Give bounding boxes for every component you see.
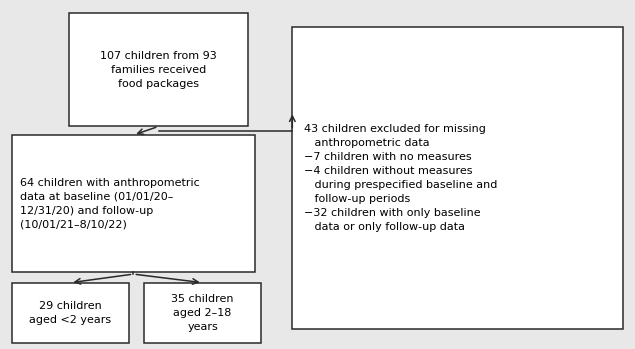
Text: 35 children
aged 2–18
years: 35 children aged 2–18 years — [171, 294, 234, 332]
Text: 64 children with anthropometric
data at baseline (01/01/20–
12/31/20) and follow: 64 children with anthropometric data at … — [20, 178, 199, 230]
Text: 43 children excluded for missing
   anthropometric data
−7 children with no meas: 43 children excluded for missing anthrop… — [304, 124, 497, 232]
Text: 29 children
aged <2 years: 29 children aged <2 years — [29, 301, 112, 325]
FancyBboxPatch shape — [69, 13, 248, 126]
FancyBboxPatch shape — [12, 283, 129, 343]
FancyBboxPatch shape — [292, 27, 623, 329]
FancyBboxPatch shape — [12, 135, 255, 272]
Text: 107 children from 93
families received
food packages: 107 children from 93 families received f… — [100, 51, 217, 89]
FancyBboxPatch shape — [144, 283, 261, 343]
